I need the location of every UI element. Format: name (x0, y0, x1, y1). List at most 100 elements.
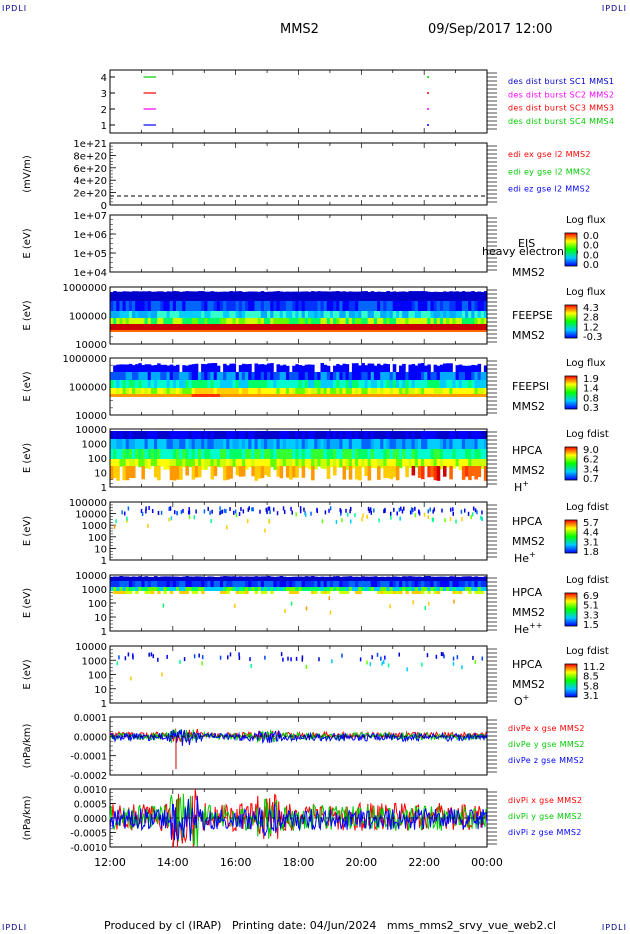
spectrogram-cell (138, 363, 142, 372)
spectrogram-cell (439, 301, 444, 311)
spectrogram-cell (185, 587, 189, 591)
spectrogram-cell (348, 576, 353, 581)
spectrogram-cell (480, 515, 482, 520)
spectrogram-cell (175, 587, 180, 591)
spectrogram-cell (235, 466, 240, 476)
spectrogram-cell (130, 676, 132, 681)
spectrogram-cell (251, 587, 255, 591)
spectrogram-cell (263, 324, 268, 330)
spectrogram-cell (201, 459, 205, 470)
spectrogram-cell (172, 330, 177, 332)
spectrogram-cell (361, 449, 365, 459)
spectrogram-cell (452, 661, 455, 666)
spectrogram-cell (160, 581, 164, 587)
spectrogram-cell (345, 591, 350, 594)
spectrogram-cell (345, 581, 350, 587)
spectrogram-cell (144, 388, 149, 394)
spectrogram-cell (276, 431, 281, 439)
spectrogram-cell (314, 576, 318, 581)
spectrogram-cell (339, 576, 343, 581)
spectrogram-cell (254, 301, 259, 311)
spectrogram-cell (113, 459, 117, 469)
spectrogram-cell (380, 449, 384, 459)
spectrogram-cell (169, 330, 174, 332)
spectrogram-cell (355, 431, 359, 439)
spectrogram-cell (263, 364, 268, 372)
spectrogram-cell (153, 581, 158, 587)
spectrogram-cell (125, 449, 130, 459)
spectrogram-cell (153, 388, 158, 394)
spectrogram-cell (226, 301, 230, 311)
legend-entry: divPi y gse MMS2 (508, 812, 582, 821)
spectrogram-cell (144, 576, 149, 581)
spectrogram-cell (138, 439, 142, 449)
spectrogram-cell (113, 380, 117, 388)
spectrogram-cell (276, 301, 281, 311)
spectrogram-cell (201, 301, 205, 311)
spectrogram-cell (285, 330, 290, 332)
spectrogram-cell (191, 439, 196, 449)
spectrogram-cell (267, 301, 271, 311)
spectrogram-cell (201, 318, 205, 324)
spectrogram-cell (116, 311, 120, 318)
spectrogram-cell (392, 431, 397, 439)
spectrogram-cell (458, 449, 463, 459)
spectrogram-cell (115, 519, 117, 524)
spectrogram-cell (301, 291, 306, 301)
spectrogram-cell (113, 311, 117, 318)
spectrogram-cell (311, 301, 315, 311)
spectrogram-cell (303, 507, 305, 512)
spectrogram-cell (414, 380, 419, 388)
spectrogram-cell (207, 330, 211, 332)
spectrogram-cell (364, 372, 369, 380)
spectrogram-cell (401, 509, 404, 514)
spectrogram-cell (314, 291, 318, 301)
spectrogram-cell (370, 311, 375, 318)
spectrogram-cell (241, 372, 246, 380)
spacecraft-label: MMS2 (512, 535, 545, 548)
spectrogram-cell (273, 587, 277, 591)
spectrogram-cell (427, 301, 431, 311)
spectrogram-cell (128, 388, 133, 394)
spectrogram-cell (456, 655, 459, 660)
spectrogram-cell (449, 318, 453, 324)
spectrogram-cell (471, 330, 475, 332)
spectrogram-cell (238, 449, 243, 459)
spectrogram-cell (235, 372, 240, 380)
spectrogram-cell (342, 576, 347, 581)
spectrogram-cell (292, 311, 296, 318)
spectrogram-cell (301, 431, 306, 439)
spectrogram-cell (436, 394, 441, 397)
spectrogram-cell (377, 311, 381, 318)
spectrogram-cell (241, 466, 246, 477)
spectrogram-cell (414, 311, 419, 318)
spectrogram-cell (348, 311, 353, 318)
spectrogram-cell (179, 318, 183, 324)
colorbar-tick-label: 0.0 (583, 241, 599, 252)
spectrogram-cell (366, 660, 368, 665)
spectrogram-cell (355, 291, 359, 301)
spectrogram-cell (245, 576, 249, 581)
spectrogram-cell (326, 291, 331, 301)
spectrogram-cell (477, 466, 482, 478)
spectrogram-cell (260, 372, 265, 380)
spectrogram-cell (298, 365, 303, 372)
spectrogram-cell (116, 591, 120, 594)
spectrogram-cell (314, 388, 318, 394)
spectrogram-cell (304, 324, 309, 330)
spectrogram-cell (166, 380, 171, 388)
spectrogram-cell (421, 449, 425, 459)
spectrogram-cell (304, 459, 309, 468)
spectrogram-cell (166, 311, 171, 318)
spectrogram-cell (292, 318, 296, 324)
spectrogram-cell (446, 330, 450, 332)
spectrogram-cell (333, 318, 337, 324)
spectrogram-cell (430, 576, 434, 581)
spectrogram-cell (235, 439, 240, 449)
spectrogram-cell (446, 587, 450, 591)
spectrogram-cell (383, 388, 387, 394)
spectrogram-cell (276, 459, 281, 469)
spectrogram-cell (307, 459, 312, 470)
spectrogram-cell (471, 394, 475, 397)
spectrogram-cell (458, 318, 463, 324)
